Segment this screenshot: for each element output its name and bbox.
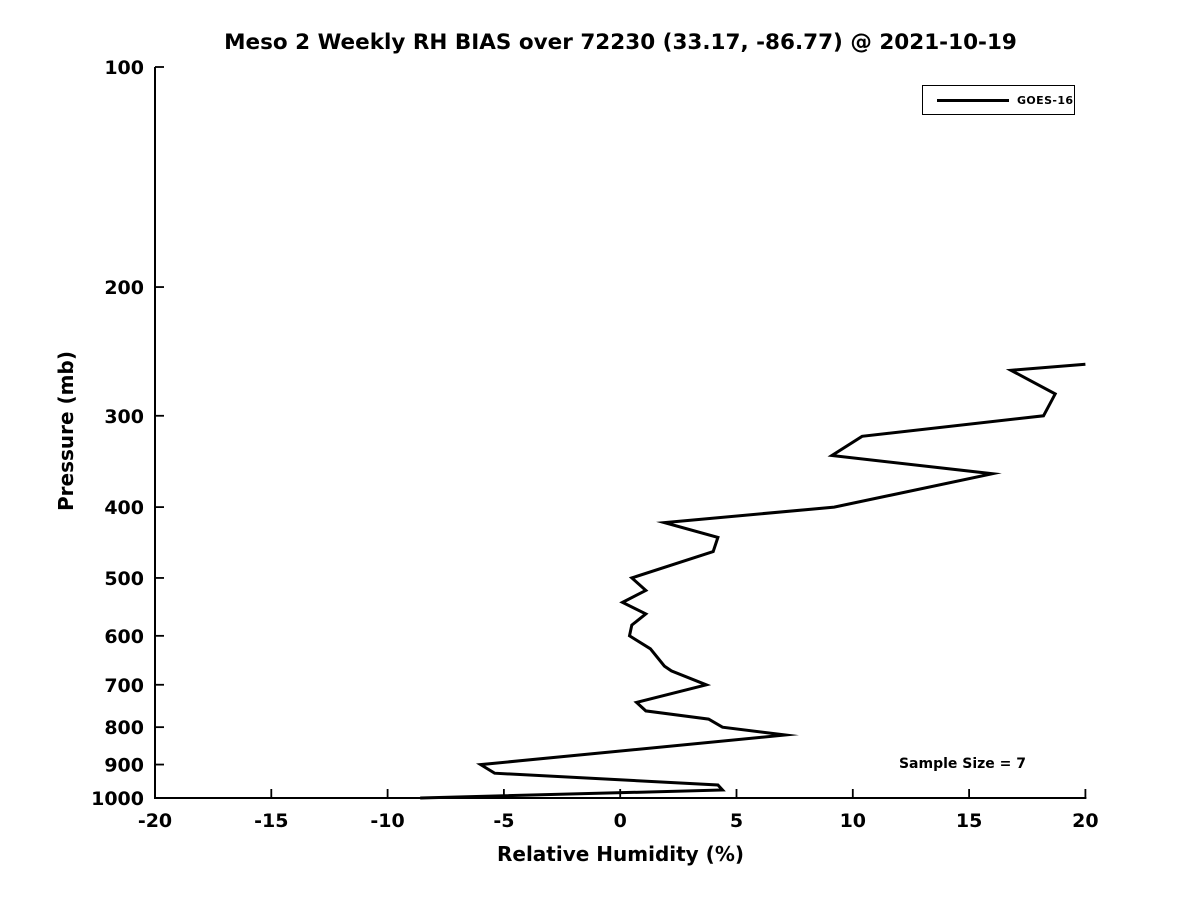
x-tick-label: 15 [956,810,982,832]
y-tick-label: 100 [104,57,144,79]
x-axis-label: Relative Humidity (%) [496,842,745,866]
x-tick-label: 10 [840,810,866,832]
y-tick-label: 1000 [91,788,144,810]
x-tick-label: -15 [254,810,288,832]
series-line-goes-16 [420,362,1086,800]
y-tick-label: 400 [104,497,144,519]
sample-size-annotation: Sample Size = 7 [898,756,1027,772]
x-tick-label: -5 [493,810,514,832]
y-tick-label: 500 [104,568,144,590]
y-tick-label: 600 [104,626,144,648]
y-tick-label: 200 [104,277,144,299]
x-tick-label: -10 [370,810,404,832]
x-tick-label: 0 [614,810,627,832]
y-axis-label: Pressure (mb) [54,351,78,511]
x-tick-label: 5 [730,810,743,832]
x-tick-label: -20 [138,810,172,832]
legend-series-label: GOES-16 [1017,93,1074,107]
legend: GOES-16 [922,85,1075,115]
y-tick-label: 900 [104,755,144,777]
y-tick-label: 800 [104,717,144,739]
y-tick-label: 300 [104,406,144,428]
x-tick-label: 20 [1072,810,1098,832]
chart-title: Meso 2 Weekly RH BIAS over 72230 (33.17,… [224,30,1017,55]
legend-line-sample-icon [937,98,1009,102]
y-tick-label: 700 [104,675,144,697]
